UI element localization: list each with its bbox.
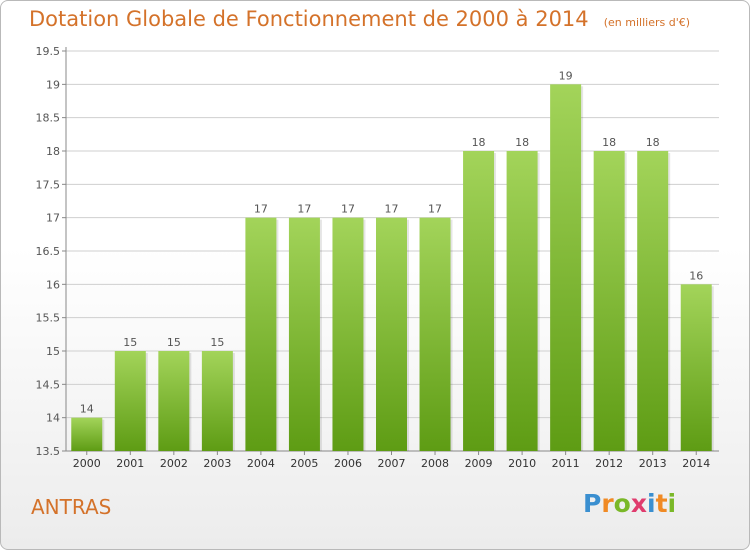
logo-letter: x	[630, 489, 647, 518]
y-tick-label: 16.5	[36, 245, 61, 258]
bar-2005	[288, 217, 320, 451]
data-label: 17	[254, 203, 268, 216]
data-label: 19	[559, 69, 573, 82]
logo-letter: t	[655, 489, 668, 518]
x-tick-label: 2000	[73, 457, 101, 470]
data-label: 17	[385, 203, 399, 216]
y-tick-label: 15.5	[36, 312, 61, 325]
y-tick-labels: 13.5 14 14.5 15 15.5 16 16.5 17 17.5 18 18.5 19 19.5	[36, 45, 66, 458]
x-tick-label: 2008	[421, 457, 449, 470]
data-label: 15	[123, 336, 137, 349]
data-label: 14	[80, 403, 94, 416]
x-tick-label: 2014	[682, 457, 710, 470]
bar-2000	[71, 417, 103, 451]
bars	[71, 84, 714, 451]
data-labels: 14 15 15 15 17 17 17 17 17 18 18 19 18 18 16	[80, 69, 703, 415]
bar-2002	[158, 351, 190, 451]
x-tick-label: 2006	[334, 457, 362, 470]
data-label: 18	[472, 136, 486, 149]
y-tick-label: 14	[46, 412, 60, 425]
bar-2001	[114, 351, 146, 451]
logo-letter: o	[613, 489, 631, 518]
x-tick-label: 2002	[160, 457, 188, 470]
bar-2008	[419, 217, 451, 451]
data-label: 18	[515, 136, 529, 149]
x-tick-label: 2013	[639, 457, 667, 470]
data-label: 15	[167, 336, 181, 349]
logo-letter: i	[667, 489, 677, 518]
data-label: 17	[341, 203, 355, 216]
x-tick-label: 2003	[203, 457, 231, 470]
bar-2006	[332, 217, 364, 451]
data-label: 18	[602, 136, 616, 149]
logo-letter: i	[647, 489, 656, 518]
x-tick-label: 2007	[378, 457, 406, 470]
bar-2014	[680, 284, 712, 451]
x-tick-label: 2010	[508, 457, 536, 470]
logo-letter: P	[583, 489, 602, 518]
commune-name: ANTRAS	[31, 495, 112, 519]
x-tick-label: 2005	[290, 457, 318, 470]
y-tick-label: 19.5	[36, 45, 61, 58]
x-tick-label: 2009	[465, 457, 493, 470]
y-tick-label: 14.5	[36, 378, 61, 391]
x-tick-label: 2004	[247, 457, 275, 470]
title-row: Dotation Globale de Fonctionnement de 20…	[29, 7, 690, 31]
y-tick-label: 19	[46, 78, 60, 91]
y-tick-label: 18	[46, 145, 60, 158]
y-tick-label: 18.5	[36, 112, 61, 125]
y-tick-label: 16	[46, 278, 60, 291]
y-tick-label: 17.5	[36, 178, 61, 191]
bar-2011	[550, 84, 582, 451]
bar-2003	[201, 351, 233, 451]
chart-unit: (en milliers d'€)	[603, 16, 691, 29]
bar-2010	[506, 151, 538, 451]
data-label: 15	[210, 336, 224, 349]
data-label: 16	[689, 269, 703, 282]
data-label: 17	[428, 203, 442, 216]
data-label: 17	[297, 203, 311, 216]
bar-2007	[376, 217, 407, 451]
bar-2012	[593, 151, 625, 451]
bar-2009	[463, 151, 495, 451]
y-tick-label: 13.5	[36, 445, 61, 458]
x-tick-label: 2011	[552, 457, 580, 470]
bar-2013	[637, 151, 669, 451]
x-tick-label: 2012	[595, 457, 623, 470]
x-tick-labels: 2000 2001 2002 2003 2004 2005 2006 2007 2008 2009…	[73, 451, 710, 470]
y-tick-label: 17	[46, 212, 60, 225]
chart-title: Dotation Globale de Fonctionnement de 20…	[29, 7, 589, 31]
logo-letter: r	[601, 489, 614, 518]
y-tick-label: 15	[46, 345, 60, 358]
bar-2004	[245, 217, 277, 451]
proxiti-logo[interactable]: Proxiti	[583, 489, 676, 518]
data-label: 18	[646, 136, 660, 149]
x-tick-label: 2001	[116, 457, 144, 470]
